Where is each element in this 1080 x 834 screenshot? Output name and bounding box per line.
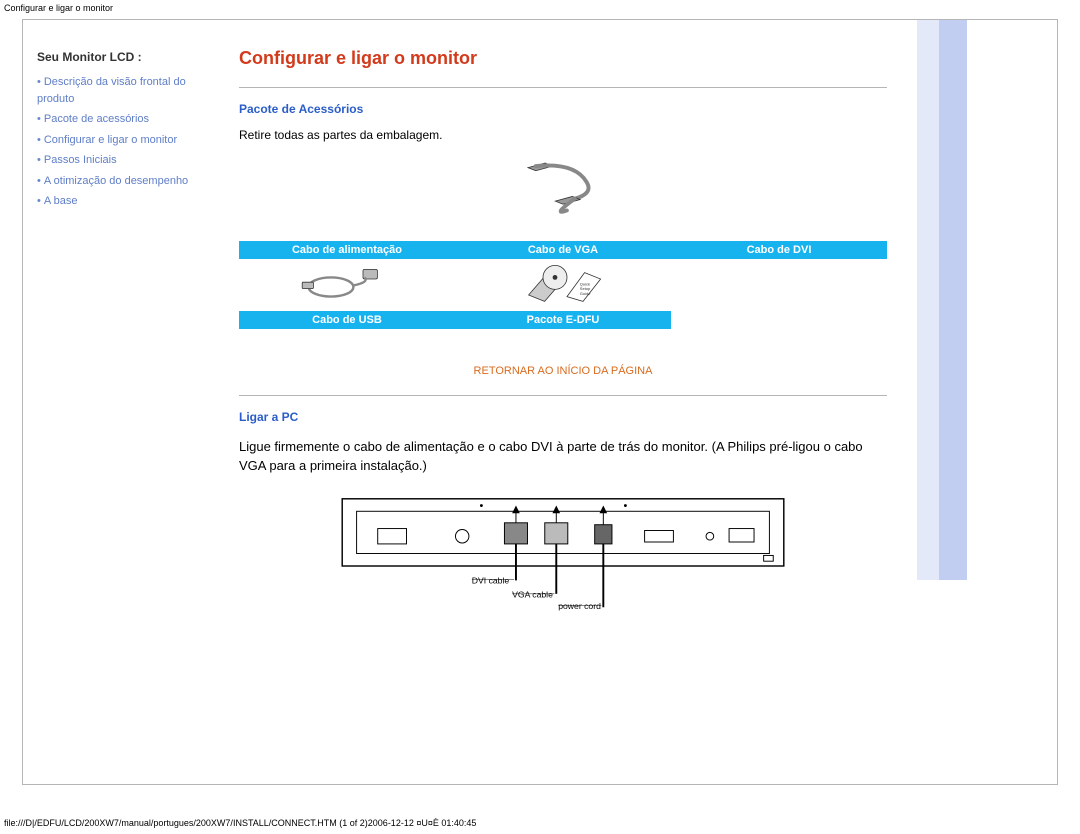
- header-vga-cable: Cabo de VGA: [455, 241, 671, 259]
- svg-text:Guide: Guide: [580, 291, 591, 296]
- usb-cable-icon: [297, 263, 397, 308]
- vga-cable-illustration: [239, 156, 887, 231]
- header-power-cable: Cabo de alimentação: [239, 241, 455, 259]
- sidebar-item-getting-started[interactable]: Passos Iniciais: [44, 154, 117, 166]
- sidebar-title: Seu Monitor LCD :: [37, 48, 223, 66]
- return-to-top-link[interactable]: RETORNAR AO INÍCIO DA PÁGINA: [239, 365, 887, 377]
- file-path-bottom: file:///D|/EDFU/LCD/200XW7/manual/portug…: [4, 818, 476, 828]
- power-cord-label: power cord: [558, 601, 601, 611]
- header-usb-cable: Cabo de USB: [239, 311, 455, 329]
- vga-cable-label: VGA cable: [512, 589, 553, 599]
- sidebar-item-optimize[interactable]: A otimização do desempenho: [44, 175, 188, 187]
- sidebar-item-base[interactable]: A base: [44, 195, 78, 207]
- sidebar-nav: Seu Monitor LCD : •Descrição da visão fr…: [23, 48, 223, 212]
- file-path-top: Configurar e ligar o monitor: [0, 0, 1080, 13]
- monitor-back-diagram: DVI cable VGA cable power cord: [239, 494, 887, 614]
- page-title: Configurar e ligar o monitor: [239, 48, 887, 69]
- accessories-table: Cabo de alimentação Cabo de VGA Cabo de …: [239, 241, 887, 329]
- edfu-pack-icon: Quick Setup Guide: [518, 263, 608, 308]
- vga-cable-icon: [508, 156, 618, 226]
- page-frame: Seu Monitor LCD : •Descrição da visão fr…: [22, 19, 1058, 785]
- section-accessories-text: Retire todas as partes da embalagem.: [239, 128, 887, 142]
- dvi-cable-label: DVI cable: [472, 575, 510, 585]
- header-dvi-cable: Cabo de DVI: [671, 241, 887, 259]
- section-connect-pc-text: Ligue firmemente o cabo de alimentação e…: [239, 438, 887, 476]
- header-edfu-pack: Pacote E-DFU: [455, 311, 671, 329]
- section-accessories-title: Pacote de Acessórios: [239, 102, 887, 116]
- divider: [239, 87, 887, 88]
- sidebar-item-accessories[interactable]: Pacote de acessórios: [44, 113, 149, 125]
- decorative-side-tabs: [891, 20, 1057, 784]
- sidebar-item-connect[interactable]: Configurar e ligar o monitor: [44, 134, 177, 146]
- divider: [239, 395, 887, 396]
- sidebar-item-front-view[interactable]: Descrição da visão frontal do produto: [37, 76, 186, 105]
- section-connect-pc-title: Ligar a PC: [239, 410, 887, 424]
